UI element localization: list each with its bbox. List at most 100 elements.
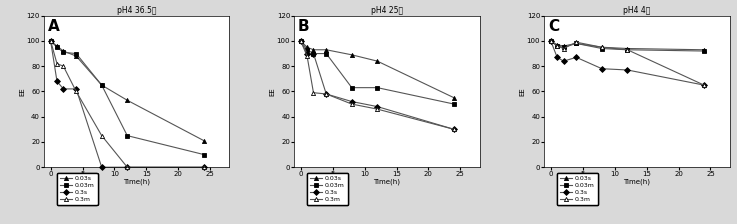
Legend: 0.03s, 0.03m, 0.3s, 0.3m: 0.03s, 0.03m, 0.3s, 0.3m [57,173,98,205]
0.3s [598,67,607,70]
0.03m [71,52,80,55]
Line: 0.3s: 0.3s [298,39,456,131]
0.3s [46,40,55,42]
Line: 0.03s: 0.03s [49,39,206,143]
0.03s [559,45,568,47]
Line: 0.3s: 0.3s [49,39,206,169]
0.03s [59,50,68,52]
0.3m [71,90,80,93]
0.03s [322,48,331,51]
0.3m [59,65,68,67]
0.3m [296,40,305,42]
Line: 0.3m: 0.3m [298,39,456,131]
0.3m [373,108,382,110]
0.03m [52,46,61,49]
0.3m [97,134,106,137]
Line: 0.03m: 0.03m [298,39,456,106]
X-axis label: Time(h): Time(h) [624,179,651,185]
0.03m [97,84,106,86]
0.3s [322,93,331,95]
Y-axis label: EE: EE [269,87,275,96]
Legend: 0.03s, 0.03m, 0.3s, 0.3m: 0.03s, 0.03m, 0.3s, 0.3m [307,173,348,205]
0.3s [97,166,106,168]
0.03m [598,47,607,50]
0.3m [303,55,312,57]
Title: pH4 4도: pH4 4도 [624,6,651,15]
0.3m [623,48,632,51]
0.03m [373,86,382,89]
0.3m [200,166,209,168]
Line: 0.03m: 0.03m [49,39,206,157]
0.3s [347,100,356,103]
0.3s [296,40,305,42]
0.3m [52,62,61,65]
0.03m [322,52,331,55]
0.3s [200,166,209,168]
0.3s [553,56,562,59]
0.03m [559,46,568,49]
0.3s [71,88,80,90]
0.03s [71,55,80,57]
Line: 0.3m: 0.3m [548,39,706,87]
Y-axis label: EE: EE [520,87,525,96]
0.3s [572,56,581,59]
0.03m [347,86,356,89]
Line: 0.3m: 0.3m [49,39,206,169]
0.3s [309,52,318,55]
Line: 0.03s: 0.03s [298,39,456,100]
0.03s [347,54,356,56]
0.3m [699,84,708,86]
0.03s [97,84,106,86]
0.3m [347,103,356,106]
0.03s [623,47,632,50]
Text: C: C [548,19,559,34]
0.3s [546,40,555,42]
0.3s [623,69,632,71]
0.03m [572,42,581,45]
0.03m [553,45,562,47]
0.03s [373,60,382,62]
Line: 0.03s: 0.03s [548,39,706,52]
0.3s [559,60,568,62]
Y-axis label: EE: EE [19,87,25,96]
0.03s [309,48,318,51]
0.3s [699,84,708,86]
Text: B: B [298,19,310,34]
0.3m [553,45,562,47]
Line: 0.3s: 0.3s [548,39,706,87]
0.3m [559,47,568,50]
0.3m [123,166,132,168]
0.03m [546,40,555,42]
0.03m [699,50,708,52]
0.3s [450,128,458,131]
X-axis label: Time(h): Time(h) [123,179,150,185]
0.03s [296,40,305,42]
0.3s [52,80,61,83]
0.3m [450,128,458,131]
0.3s [303,52,312,55]
0.03s [450,96,458,99]
0.3m [46,40,55,42]
0.3m [546,40,555,42]
0.03s [546,40,555,42]
0.3s [59,88,68,90]
Text: A: A [48,19,60,34]
0.03s [123,99,132,102]
0.3m [309,91,318,94]
0.3s [123,166,132,168]
0.3m [572,41,581,43]
0.03s [553,43,562,46]
0.03m [623,48,632,51]
0.3s [373,105,382,108]
0.03m [200,153,209,156]
0.03s [52,45,61,47]
Line: 0.03m: 0.03m [548,39,706,53]
0.03s [598,46,607,49]
X-axis label: Time(h): Time(h) [374,179,400,185]
0.3m [598,46,607,49]
Title: pH4 25도: pH4 25도 [371,6,403,15]
0.03s [303,46,312,49]
0.03m [309,52,318,55]
0.03s [46,40,55,42]
0.03s [699,48,708,51]
